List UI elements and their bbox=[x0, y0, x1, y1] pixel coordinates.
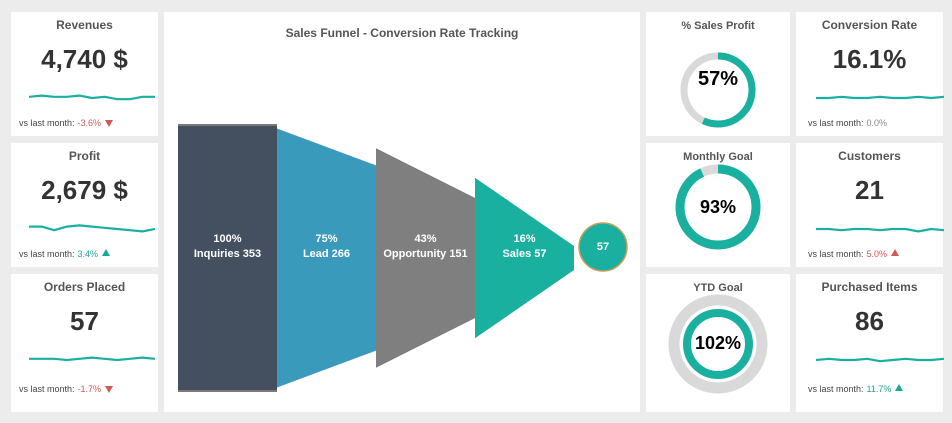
up-arrow-icon bbox=[891, 249, 900, 256]
orders-card: Orders Placed 57 vs last month: -1.7% bbox=[11, 274, 158, 412]
funnel-stage-label: 75% Lead 266 bbox=[277, 232, 376, 262]
orders-title: Orders Placed bbox=[43, 280, 126, 294]
revenues-value: 4,740 $ bbox=[41, 44, 128, 74]
revenues-footer: vs last month: -3.6% bbox=[19, 118, 114, 128]
gauge-fill bbox=[675, 164, 761, 250]
gauge-fill bbox=[683, 309, 753, 379]
purchased-title: Purchased Items bbox=[821, 280, 918, 294]
gauge-value: 93% bbox=[699, 197, 737, 217]
funnel-stage-name: Inquiries 353 bbox=[193, 248, 262, 260]
customers-footer: vs last month: 5.0% bbox=[808, 249, 900, 259]
conversion-delta: 0.0% bbox=[866, 118, 888, 128]
down-arrow-icon bbox=[105, 386, 114, 393]
footer-label: vs last month: bbox=[808, 118, 864, 128]
footer-label: vs last month: bbox=[19, 384, 75, 394]
conversion-rate-card: Conversion Rate 16.1% vs last month: 0.0% bbox=[796, 12, 944, 136]
funnel-stage-1 bbox=[178, 125, 277, 391]
conversion-title: Conversion Rate bbox=[821, 18, 918, 32]
sales-profit-gauge bbox=[680, 52, 756, 128]
funnel-stage-name: Opportunity 151 bbox=[383, 248, 468, 260]
orders-delta: -1.7% bbox=[77, 384, 102, 394]
funnel-chart bbox=[178, 124, 628, 392]
gauge-value: 57% bbox=[697, 68, 739, 90]
footer-label: vs last month: bbox=[808, 384, 864, 394]
revenues-delta: -3.6% bbox=[77, 118, 102, 128]
customers-title: Customers bbox=[838, 149, 901, 163]
ytd-goal-gauge-card: YTD Goal 102% bbox=[646, 274, 790, 412]
profit-card: Profit 2,679 $ vs last month: 3.4% bbox=[11, 143, 158, 267]
funnel-end-badge: 57 bbox=[596, 241, 610, 253]
orders-sparkline bbox=[29, 356, 155, 362]
purchased-delta: 11.7% bbox=[866, 384, 892, 394]
gauge-title: YTD Goal bbox=[693, 282, 743, 294]
customers-value: 21 bbox=[855, 175, 884, 205]
sparkline-series bbox=[816, 95, 944, 100]
purchased-value: 86 bbox=[855, 306, 884, 336]
footer-label: vs last month: bbox=[19, 249, 75, 259]
ytd-goal-gauge bbox=[668, 294, 768, 394]
funnel-stage-percent: 100% bbox=[213, 233, 242, 245]
purchased-items-card: Purchased Items 86 vs last month: 11.7% bbox=[796, 274, 944, 412]
sparkline-series bbox=[29, 356, 155, 362]
sparkline-series bbox=[29, 94, 155, 101]
gauge-fill bbox=[680, 52, 756, 128]
gauge-track bbox=[668, 294, 768, 394]
funnel-stage-label: 16% Sales 57 bbox=[475, 232, 574, 262]
customers-card: Customers 21 vs last month: 5.0% bbox=[796, 143, 944, 267]
funnel-stage-4 bbox=[475, 177, 574, 339]
conversion-sparkline bbox=[816, 95, 944, 100]
sales-profit-gauge-card: % Sales Profit 57% bbox=[646, 12, 790, 136]
down-arrow-icon bbox=[105, 120, 114, 127]
funnel-stage-3 bbox=[376, 148, 475, 368]
footer-label: vs last month: bbox=[808, 249, 864, 259]
customers-delta: 5.0% bbox=[866, 249, 888, 259]
funnel-stage-label: 100% Inquiries 353 bbox=[178, 232, 277, 262]
sparkline-series bbox=[816, 227, 944, 233]
profit-title: Profit bbox=[68, 149, 101, 163]
sparkline-series bbox=[816, 357, 944, 363]
funnel-stage-name: Lead 266 bbox=[302, 248, 351, 260]
profit-delta: 3.4% bbox=[77, 249, 99, 259]
conversion-footer: vs last month: 0.0% bbox=[808, 118, 887, 128]
funnel-stage-percent: 43% bbox=[414, 233, 437, 245]
footer-label: vs last month: bbox=[19, 118, 75, 128]
revenues-title: Revenues bbox=[56, 18, 113, 32]
profit-value: 2,679 $ bbox=[41, 175, 128, 205]
funnel-stage-name: Sales 57 bbox=[502, 248, 547, 260]
gauge-title: % Sales Profit bbox=[681, 20, 755, 32]
profit-sparkline bbox=[29, 224, 155, 233]
orders-footer: vs last month: -1.7% bbox=[19, 384, 114, 394]
profit-footer: vs last month: 3.4% bbox=[19, 249, 111, 259]
purchased-sparkline bbox=[816, 357, 944, 363]
conversion-value: 16.1% bbox=[832, 44, 907, 74]
revenues-sparkline bbox=[29, 94, 155, 101]
revenues-card: Revenues 4,740 $ vs last month: -3.6% bbox=[11, 12, 158, 136]
up-arrow-icon bbox=[102, 249, 111, 256]
funnel-end-badge-circle bbox=[578, 222, 628, 272]
purchased-footer: vs last month: 11.7% bbox=[808, 384, 904, 394]
funnel-title: Sales Funnel - Conversion Rate Tracking bbox=[285, 26, 519, 40]
up-arrow-icon bbox=[895, 384, 904, 391]
monthly-goal-gauge bbox=[675, 164, 761, 250]
funnel-stage-label: 43% Opportunity 151 bbox=[376, 232, 475, 262]
gauge-value: 102% bbox=[694, 333, 742, 353]
customers-sparkline bbox=[816, 227, 944, 233]
funnel-stage-2 bbox=[277, 128, 376, 388]
funnel-stage-percent: 16% bbox=[513, 233, 536, 245]
sparkline-series bbox=[29, 224, 155, 233]
monthly-goal-gauge-card: Monthly Goal 93% bbox=[646, 143, 790, 267]
funnel-card: Sales Funnel - Conversion Rate Tracking … bbox=[164, 12, 640, 412]
orders-value: 57 bbox=[70, 306, 99, 336]
gauge-title: Monthly Goal bbox=[683, 151, 753, 163]
funnel-stage-percent: 75% bbox=[315, 233, 338, 245]
